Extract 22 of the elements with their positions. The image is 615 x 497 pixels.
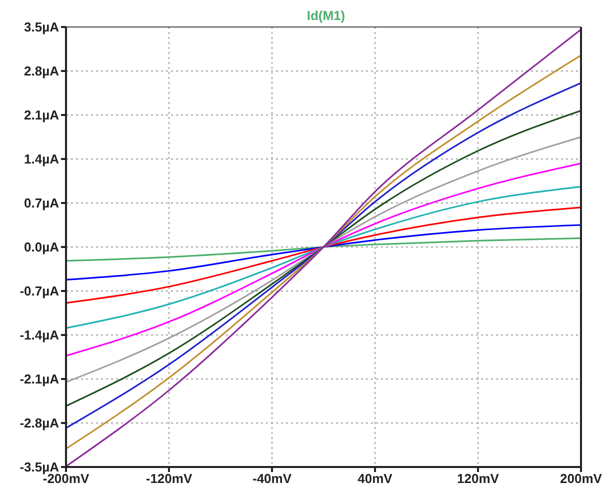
y-tick-label: -2.1µA [20, 372, 60, 387]
y-tick-label: 0.7µA [24, 196, 60, 211]
chart-title: Id(M1) [306, 8, 346, 23]
line-series [66, 206, 581, 304]
y-tick-label: -0.7µA [20, 284, 60, 299]
line-series [66, 186, 581, 329]
x-tick-label: -40mV [252, 471, 292, 486]
line-series [66, 224, 581, 280]
y-tick-label: 2.1µA [24, 108, 60, 123]
y-tick-label: 1.4µA [24, 152, 60, 167]
x-tick-label: 40mV [358, 471, 393, 486]
y-tick-label: 3.5µA [24, 20, 60, 35]
line-series [66, 237, 581, 262]
y-tick-label: -3.5µA [20, 460, 60, 475]
x-tick-label: 120mV [457, 471, 500, 486]
y-tick-label: 0.0µA [24, 240, 60, 255]
y-tick-label: -1.4µA [20, 328, 60, 343]
y-tick-label: -2.8µA [20, 416, 60, 431]
x-tick-label: 200mV [560, 471, 602, 486]
y-tick-label: 2.8µA [24, 64, 60, 79]
x-tick-label: -120mV [146, 471, 192, 486]
line-series [66, 162, 581, 357]
